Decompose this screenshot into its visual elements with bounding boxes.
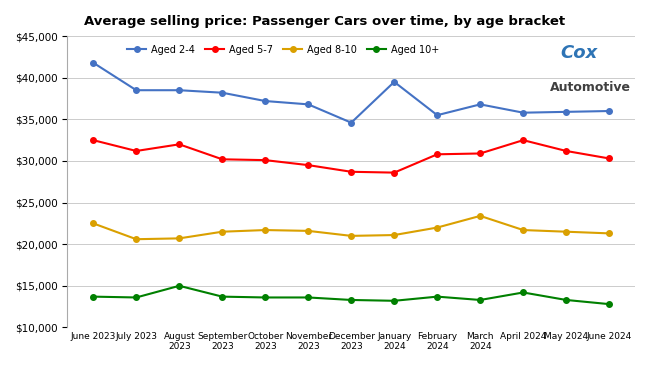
Aged 10+ bbox=[218, 294, 226, 299]
Aged 8-10 bbox=[476, 214, 484, 218]
Aged 2-4 bbox=[304, 102, 312, 107]
Aged 8-10 bbox=[218, 229, 226, 234]
Line: Aged 2-4: Aged 2-4 bbox=[90, 60, 612, 126]
Aged 10+ bbox=[176, 284, 183, 288]
Aged 10+ bbox=[519, 290, 527, 295]
Aged 10+ bbox=[391, 299, 398, 303]
Aged 2-4 bbox=[218, 90, 226, 95]
Aged 5-7 bbox=[562, 149, 570, 153]
Aged 2-4 bbox=[434, 113, 441, 117]
Text: Cox: Cox bbox=[561, 44, 598, 62]
Aged 2-4 bbox=[391, 80, 398, 84]
Aged 10+ bbox=[89, 294, 97, 299]
Aged 2-4 bbox=[133, 88, 140, 92]
Aged 5-7 bbox=[89, 138, 97, 142]
Aged 2-4 bbox=[476, 102, 484, 107]
Aged 8-10 bbox=[562, 229, 570, 234]
Aged 5-7 bbox=[476, 151, 484, 156]
Aged 8-10 bbox=[133, 237, 140, 242]
Line: Aged 10+: Aged 10+ bbox=[90, 283, 612, 307]
Aged 5-7 bbox=[391, 171, 398, 175]
Line: Aged 5-7: Aged 5-7 bbox=[90, 137, 612, 175]
Aged 5-7 bbox=[347, 169, 355, 174]
Aged 8-10 bbox=[391, 233, 398, 237]
Aged 10+ bbox=[261, 295, 269, 300]
Aged 8-10 bbox=[347, 234, 355, 238]
Line: Aged 8-10: Aged 8-10 bbox=[90, 213, 612, 242]
Aged 10+ bbox=[476, 298, 484, 302]
Aged 2-4 bbox=[347, 120, 355, 125]
Aged 2-4 bbox=[605, 109, 613, 113]
Aged 2-4 bbox=[89, 60, 97, 65]
Aged 10+ bbox=[434, 294, 441, 299]
Aged 10+ bbox=[133, 295, 140, 300]
Aged 5-7 bbox=[261, 158, 269, 163]
Aged 2-4 bbox=[261, 99, 269, 103]
Aged 8-10 bbox=[434, 225, 441, 230]
Aged 2-4 bbox=[176, 88, 183, 92]
Aged 5-7 bbox=[133, 149, 140, 153]
Aged 8-10 bbox=[176, 236, 183, 240]
Text: Automotive: Automotive bbox=[549, 81, 630, 94]
Aged 5-7 bbox=[218, 157, 226, 161]
Text: Average selling price: Passenger Cars over time, by age bracket: Average selling price: Passenger Cars ov… bbox=[84, 15, 566, 28]
Aged 8-10 bbox=[89, 221, 97, 225]
Aged 5-7 bbox=[304, 163, 312, 167]
Aged 5-7 bbox=[176, 142, 183, 146]
Aged 5-7 bbox=[605, 156, 613, 161]
Aged 2-4 bbox=[562, 110, 570, 114]
Aged 8-10 bbox=[261, 228, 269, 232]
Aged 10+ bbox=[562, 298, 570, 302]
Aged 10+ bbox=[605, 302, 613, 306]
Aged 5-7 bbox=[519, 138, 527, 142]
Aged 2-4 bbox=[519, 111, 527, 115]
Legend: Aged 2-4, Aged 5-7, Aged 8-10, Aged 10+: Aged 2-4, Aged 5-7, Aged 8-10, Aged 10+ bbox=[123, 41, 443, 59]
Aged 5-7 bbox=[434, 152, 441, 157]
Aged 10+ bbox=[347, 298, 355, 302]
Aged 8-10 bbox=[519, 228, 527, 232]
Aged 8-10 bbox=[304, 229, 312, 233]
Aged 10+ bbox=[304, 295, 312, 300]
Aged 8-10 bbox=[605, 231, 613, 236]
